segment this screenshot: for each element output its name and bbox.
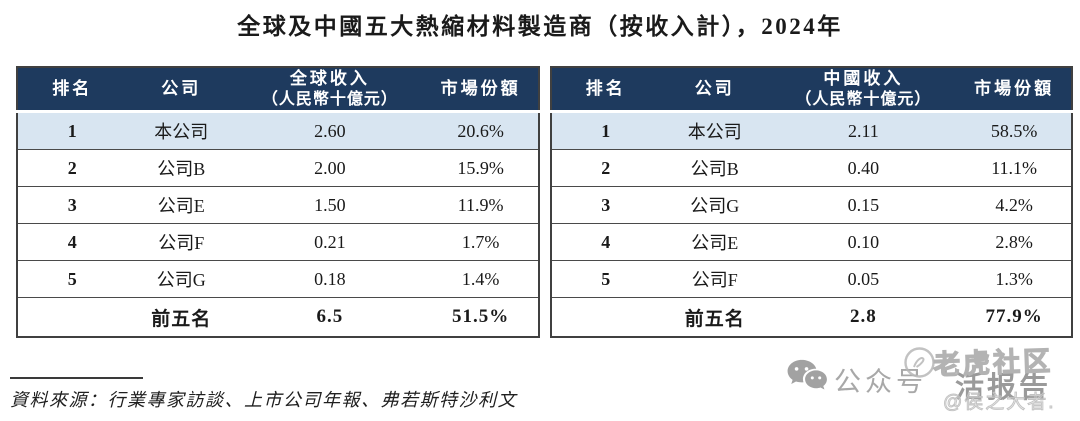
cell-rank: 2 <box>550 149 660 187</box>
cell-revenue: 0.05 <box>769 260 958 298</box>
global-revenue-table: 排名 公司 全球收入 （人民幣十億元） 市場份額 1 本公司 2.60 20.6% 2 公司… <box>16 66 540 338</box>
table-row: 5 公司G 0.18 1.4% <box>17 260 539 298</box>
cell-company: 公司B <box>126 149 236 187</box>
col-header-company: 公司 <box>660 67 770 113</box>
cell-company: 公司E <box>660 223 770 261</box>
cell-share: 1.3% <box>957 260 1072 298</box>
cell-rank: 5 <box>17 260 127 298</box>
total-row: 前五名 2.8 77.9% <box>550 297 1072 337</box>
cell-company: 公司F <box>660 260 770 298</box>
china-revenue-table: 排名 公司 中國收入 （人民幣十億元） 市場份額 1 本公司 2.11 58.5% 2 公司… <box>549 66 1073 338</box>
global-table-body: 1 本公司 2.60 20.6% 2 公司B 2.00 15.9% 3 公司E 1.50 11.9% 4… <box>17 111 539 337</box>
cell-revenue: 0.40 <box>769 149 958 187</box>
watermark-brand: 活报告 <box>955 372 1052 404</box>
global-header-row: 排名 公司 全球收入 （人民幣十億元） 市場份額 <box>17 67 539 113</box>
cell-share: 11.1% <box>957 149 1072 187</box>
cell-share: 1.7% <box>423 223 539 261</box>
table-row: 3 公司E 1.50 11.9% <box>17 186 539 224</box>
cell-share: 4.2% <box>957 186 1072 224</box>
cell-company: 本公司 <box>660 111 770 150</box>
table-row: 5 公司F 0.05 1.3% <box>550 260 1072 298</box>
cell-share: 11.9% <box>423 186 539 224</box>
cell-share: 2.8% <box>957 223 1072 261</box>
cell-revenue: 0.18 <box>236 260 424 298</box>
watermark-account-label: 公众号 <box>834 367 927 397</box>
cell-company: 公司B <box>660 149 770 187</box>
cell-rank: 2 <box>17 149 127 187</box>
cell-rank <box>550 297 660 337</box>
cell-company: 公司F <box>126 223 236 261</box>
revenue-header-line1: 中國收入 <box>823 69 904 89</box>
table-row: 1 本公司 2.11 58.5% <box>550 111 1072 150</box>
cell-revenue: 0.21 <box>236 223 424 261</box>
cell-revenue: 1.50 <box>236 186 424 224</box>
source-note: 資料來源：行業專家訪談、上市公司年報、弗若斯特沙利文 <box>10 390 517 410</box>
cell-rank: 1 <box>17 111 127 150</box>
cell-rank: 3 <box>17 186 127 224</box>
livereport-logo-icon <box>904 347 935 378</box>
watermark-author-overlay: @侯之大者. <box>943 392 1056 414</box>
table-row: 2 公司B 0.40 11.1% <box>550 149 1072 187</box>
china-table-body: 1 本公司 2.11 58.5% 2 公司B 0.40 11.1% 3 公司G 0.15 4.2% 4 公… <box>550 111 1072 337</box>
col-header-china-revenue: 中國收入 （人民幣十億元） <box>769 67 958 113</box>
watermark-community-overlay: 老虎社区 <box>932 345 1054 381</box>
col-header-share: 市場份額 <box>957 67 1072 113</box>
cell-rank: 5 <box>550 260 660 298</box>
cell-revenue: 2.00 <box>236 149 424 187</box>
cell-company: 公司E <box>126 186 236 224</box>
cell-company: 本公司 <box>126 111 236 150</box>
cell-revenue: 2.60 <box>236 111 424 150</box>
wechat-icon <box>787 359 827 390</box>
col-header-company: 公司 <box>126 67 236 113</box>
cell-revenue: 0.15 <box>769 186 958 224</box>
table-row: 1 本公司 2.60 20.6% <box>17 111 539 150</box>
revenue-header-unit: （人民幣十億元） <box>261 90 398 108</box>
cell-share: 58.5% <box>957 111 1072 150</box>
cell-rank: 4 <box>17 223 127 261</box>
cell-share: 20.6% <box>423 111 539 150</box>
table-row: 2 公司B 2.00 15.9% <box>17 149 539 187</box>
cell-company: 前五名 <box>660 297 770 337</box>
total-row: 前五名 6.5 51.5% <box>17 297 539 337</box>
revenue-header-unit: （人民幣十億元） <box>795 90 932 108</box>
china-header-row: 排名 公司 中國收入 （人民幣十億元） 市場份額 <box>550 67 1072 113</box>
cell-rank: 3 <box>550 186 660 224</box>
revenue-header-line1: 全球收入 <box>289 69 370 89</box>
figure-title: 全球及中國五大熱縮材料製造商（按收入計），2024年 <box>237 14 843 39</box>
col-header-share: 市場份額 <box>423 67 539 113</box>
cell-revenue: 0.10 <box>769 223 958 261</box>
col-header-rank: 排名 <box>550 67 660 113</box>
cell-share: 77.9% <box>957 297 1072 337</box>
cell-rank: 4 <box>550 223 660 261</box>
cell-revenue: 6.5 <box>236 297 424 337</box>
cell-revenue: 2.11 <box>769 111 958 150</box>
cell-rank <box>17 297 127 337</box>
table-row: 4 公司F 0.21 1.7% <box>17 223 539 261</box>
col-header-rank: 排名 <box>17 67 127 113</box>
tables-container: 排名 公司 全球收入 （人民幣十億元） 市場份額 1 本公司 2.60 20.6% 2 公司… <box>16 66 1073 338</box>
cell-company: 公司G <box>126 260 236 298</box>
cell-share: 15.9% <box>423 149 539 187</box>
source-divider <box>10 377 143 379</box>
table-row: 3 公司G 0.15 4.2% <box>550 186 1072 224</box>
col-header-global-revenue: 全球收入 （人民幣十億元） <box>236 67 424 113</box>
watermark-separator: · <box>941 356 951 387</box>
cell-share: 51.5% <box>423 297 539 337</box>
table-row: 4 公司E 0.10 2.8% <box>550 223 1072 261</box>
cell-company: 公司G <box>660 186 770 224</box>
cell-company: 前五名 <box>126 297 236 337</box>
cell-revenue: 2.8 <box>769 297 958 337</box>
cell-rank: 1 <box>550 111 660 150</box>
cell-share: 1.4% <box>423 260 539 298</box>
